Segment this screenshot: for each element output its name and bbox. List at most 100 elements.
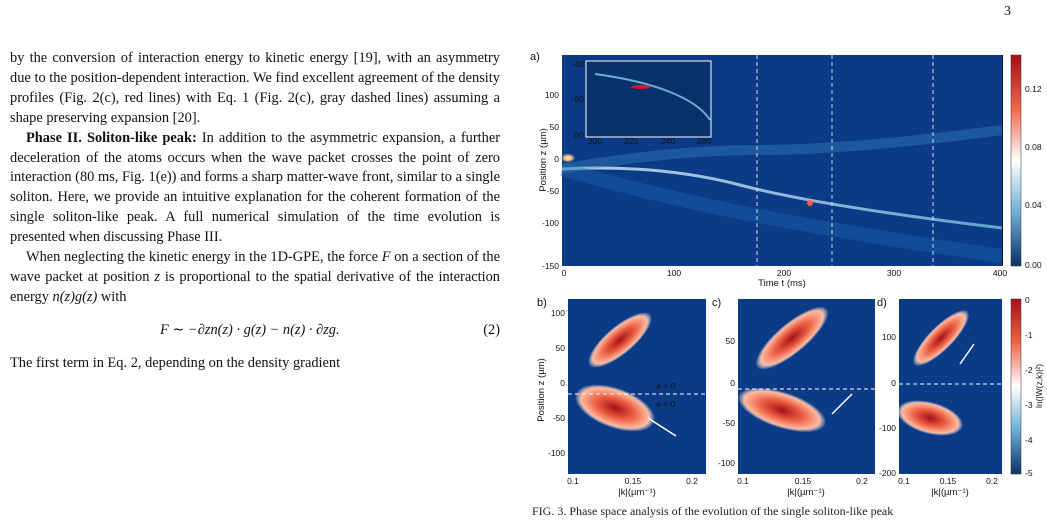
a-ytick-2: 0 — [554, 154, 559, 164]
figure-caption: FIG. 3. Phase space analysis of the evol… — [532, 504, 894, 518]
panel-b-label: b) — [537, 297, 547, 309]
panel-a-inset-peak — [631, 85, 651, 89]
paragraph-1: by the conversion of interaction energy … — [10, 50, 500, 126]
panel-d-arrow — [959, 343, 975, 365]
cbar-d-tick-1: -1 — [1025, 330, 1033, 340]
c-ytick-0: 50 — [726, 336, 736, 346]
cbar-a-tick-1: 0.08 — [1025, 142, 1042, 152]
b-ytick-1: 50 — [556, 343, 566, 353]
inset-ytick-1: -60 — [572, 94, 585, 104]
c-xlabel: |k|(µm⁻¹) — [787, 487, 825, 498]
panel-d-label: d) — [877, 297, 887, 309]
inset-xtick-0: 200 — [588, 136, 602, 146]
panel-a-inset — [585, 60, 712, 138]
panel-a-label: a) — [530, 51, 540, 63]
paragraph-2-body: In addition to the asymmetric expansion,… — [10, 129, 500, 246]
inset-xtick-2: 240 — [661, 136, 675, 146]
cbar-a-tick-3: 0.00 — [1025, 260, 1042, 270]
panel-c-upper-blob — [755, 306, 829, 370]
panel-c-arrow — [831, 393, 853, 415]
text-column: by the conversion of interaction energy … — [10, 49, 500, 374]
d-ytick-0: 100 — [882, 332, 896, 342]
d-ytick-2: -100 — [879, 423, 896, 433]
a-xlabel: Time t (ms) — [758, 278, 806, 289]
d-xtick-2: 0.2 — [986, 476, 998, 486]
b-xlabel: |k|(µm⁻¹) — [618, 487, 656, 498]
phase-2-heading: Phase II. Soliton-like peak: — [26, 129, 197, 146]
p3-symbol-F: F — [381, 249, 391, 266]
d-xlabel: |k|(µm⁻¹) — [931, 487, 969, 498]
panel-b-lower-blob — [574, 384, 656, 432]
inset-ytick-0: -40 — [572, 59, 585, 69]
c-xtick-1: 0.15 — [795, 476, 812, 486]
equation-2: F ∼ −∂zn(z) · g(z) − n(z) · ∂zg. (2) — [10, 321, 500, 341]
panel-b-arrow — [647, 417, 677, 437]
a-ytick-0: 100 — [545, 90, 559, 100]
b-xtick-2: 0.2 — [686, 476, 698, 486]
inset-xtick-3: 260 — [697, 136, 711, 146]
cbar-d-tick-2: -2 — [1025, 365, 1033, 375]
panel-a-main-trajectory — [561, 166, 1003, 230]
p3-text-a: When neglecting the kinetic energy in th… — [26, 249, 382, 266]
page-number: 3 — [1004, 4, 1011, 19]
p3-symbol-z: z — [154, 268, 160, 285]
a-ytick-4: -100 — [542, 218, 559, 228]
p3-symbol-ng: n(z)g(z) — [52, 288, 98, 305]
cbar-d-tick-0: 0 — [1025, 295, 1030, 305]
cbar-d-tick-5: -5 — [1025, 468, 1033, 478]
b-ytick-0: 100 — [551, 308, 565, 318]
a-xtick-4: 400 — [993, 268, 1007, 278]
b-xtick-1: 0.15 — [625, 476, 642, 486]
cbar-a-tick-2: 0.04 — [1025, 200, 1042, 210]
b-ylabel: Position z (µm) — [536, 358, 547, 422]
cbar-d-tick-3: -3 — [1025, 400, 1033, 410]
c-ytick-1: 0 — [730, 378, 735, 388]
panel-b-ann-pos: a > 0 — [656, 381, 675, 391]
paragraph-3: When neglecting the kinetic energy in th… — [10, 248, 500, 308]
equation-number: (2) — [483, 321, 500, 338]
equation-body: F ∼ −∂zn(z) · g(z) − n(z) · ∂zg. — [160, 321, 340, 338]
a-xtick-1: 100 — [667, 268, 681, 278]
c-xtick-2: 0.2 — [856, 476, 868, 486]
a-xtick-0: 0 — [562, 268, 567, 278]
d-ytick-3: -200 — [879, 468, 896, 478]
cbar-d-label: ln(|W(z,k)|²) — [1034, 364, 1044, 408]
b-xtick-0: 0.1 — [567, 476, 579, 486]
d-ytick-1: 0 — [891, 378, 896, 388]
b-ytick-3: -50 — [553, 413, 566, 423]
cbar-a-tick-0: 0.12 — [1025, 84, 1042, 94]
panel-a-initial-cloud — [560, 153, 576, 163]
inset-ytick-2: -80 — [572, 130, 585, 140]
b-ytick-2: 0 — [560, 378, 565, 388]
panel-a-frame-right — [1002, 55, 1003, 266]
panel-b-upper-blob — [588, 312, 652, 368]
p3-text-d: with — [97, 288, 127, 305]
panel-d-lower-blob — [896, 400, 964, 436]
panel-d-colorbar — [1010, 298, 1022, 475]
panel-a-upper-fringe — [561, 125, 1003, 174]
a-ytick-3: -50 — [547, 186, 560, 196]
panel-a-inset-beam — [594, 73, 711, 121]
paragraph-4: The first term in Eq. 2, depending on th… — [10, 354, 341, 371]
inset-xtick-1: 220 — [624, 136, 638, 146]
p3-text-c: is proportional to the spatial derivativ… — [10, 268, 500, 305]
a-ytick-1: 50 — [550, 122, 560, 132]
a-xtick-3: 300 — [887, 268, 901, 278]
figure-3: a) 0.12 0.08 0.04 0.00 100 50 0 -50 -100… — [530, 51, 1044, 498]
a-ylabel: Position z (µm) — [538, 128, 549, 192]
cbar-d-tick-4: -4 — [1025, 435, 1033, 445]
a-xtick-2: 200 — [777, 268, 791, 278]
paragraph-2: Phase II. Soliton-like peak: In addition… — [10, 129, 500, 248]
panel-a-soliton-peak — [807, 200, 813, 206]
d-xtick-0: 0.1 — [898, 476, 910, 486]
c-ytick-3: -100 — [718, 458, 735, 468]
panel-c-lower-blob — [737, 387, 827, 433]
panel-d-upper-blob — [912, 309, 970, 367]
d-xtick-1: 0.15 — [940, 476, 957, 486]
panel-a-colorbar — [1010, 54, 1022, 267]
b-ytick-4: -100 — [548, 448, 565, 458]
panel-b-ann-neg: a < 0 — [656, 399, 675, 409]
panel-c-label: c) — [712, 297, 721, 309]
c-ytick-2: -50 — [723, 418, 736, 428]
p3-text-b: on a section of the wave packet at posit… — [10, 249, 500, 285]
